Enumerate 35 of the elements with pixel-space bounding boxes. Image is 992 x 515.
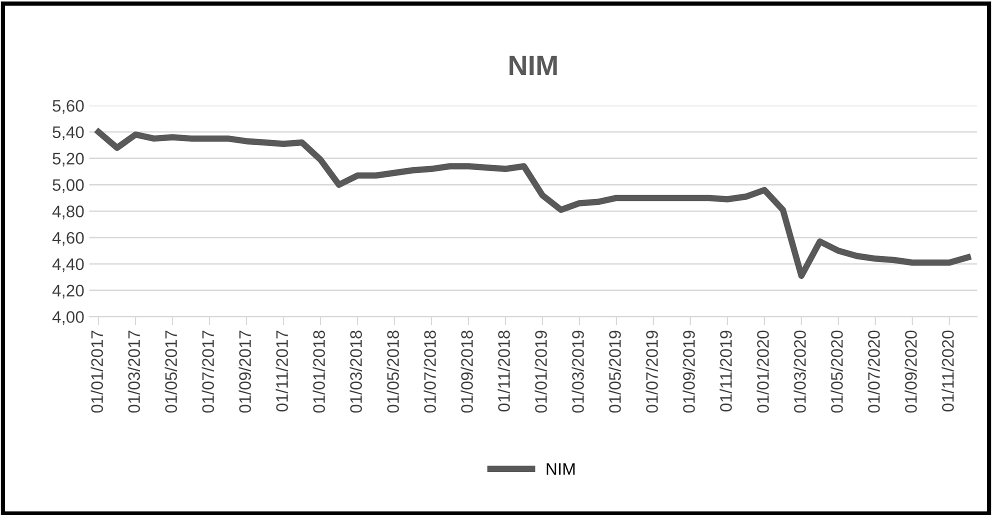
x-tick-label: 01/03/2017 (128, 330, 140, 413)
y-tick-label: 4,00 (52, 311, 84, 325)
y-tick-label: 4,40 (52, 258, 84, 272)
x-tick-label: 01/09/2019 (682, 330, 695, 413)
y-tick-label: 4,80 (52, 206, 84, 220)
chart-title: NIM (510, 56, 557, 76)
x-tick-label: 01/09/2018 (460, 330, 473, 413)
y-tick-label: 5,60 (52, 100, 84, 114)
x-tick-label: 01/05/2018 (386, 330, 399, 413)
y-tick-label: 4,60 (52, 232, 84, 246)
x-tick-label: 01/01/2020 (756, 330, 769, 413)
x-tick-label: 01/09/2017 (238, 330, 251, 413)
y-tick-label: 5,40 (52, 126, 84, 140)
x-tick-label: 01/11/2020 (942, 330, 954, 412)
x-tick-label: 01/01/2018 (312, 330, 325, 413)
x-tick-label: 01/07/2017 (202, 330, 214, 413)
x-tick-label: 01/03/2020 (794, 330, 806, 413)
x-tick-label: 01/03/2018 (350, 330, 362, 413)
x-tick-label: 01/11/2017 (276, 330, 288, 412)
x-tick-label: 01/01/2019 (534, 330, 547, 413)
x-tick-label: 01/03/2019 (572, 330, 584, 413)
y-tick-label: 5,20 (52, 152, 84, 167)
x-tick-label: 01/07/2018 (424, 330, 436, 413)
x-tick-label: 01/11/2019 (720, 330, 732, 412)
x-tick-label: 01/01/2017 (90, 330, 103, 413)
x-tick-label: 01/05/2017 (164, 330, 177, 413)
x-tick-label: 01/05/2020 (830, 330, 843, 413)
y-tick-label: 4,20 (52, 284, 84, 299)
x-tick-label: 01/07/2019 (646, 330, 658, 413)
x-tick-label: 01/07/2020 (868, 330, 880, 413)
legend-label: NIM (546, 463, 575, 475)
x-tick-label: 01/05/2019 (608, 330, 621, 413)
x-tick-label: 01/09/2020 (904, 330, 917, 413)
x-tick-label: 01/11/2018 (498, 330, 510, 412)
y-tick-label: 5,00 (52, 179, 84, 193)
